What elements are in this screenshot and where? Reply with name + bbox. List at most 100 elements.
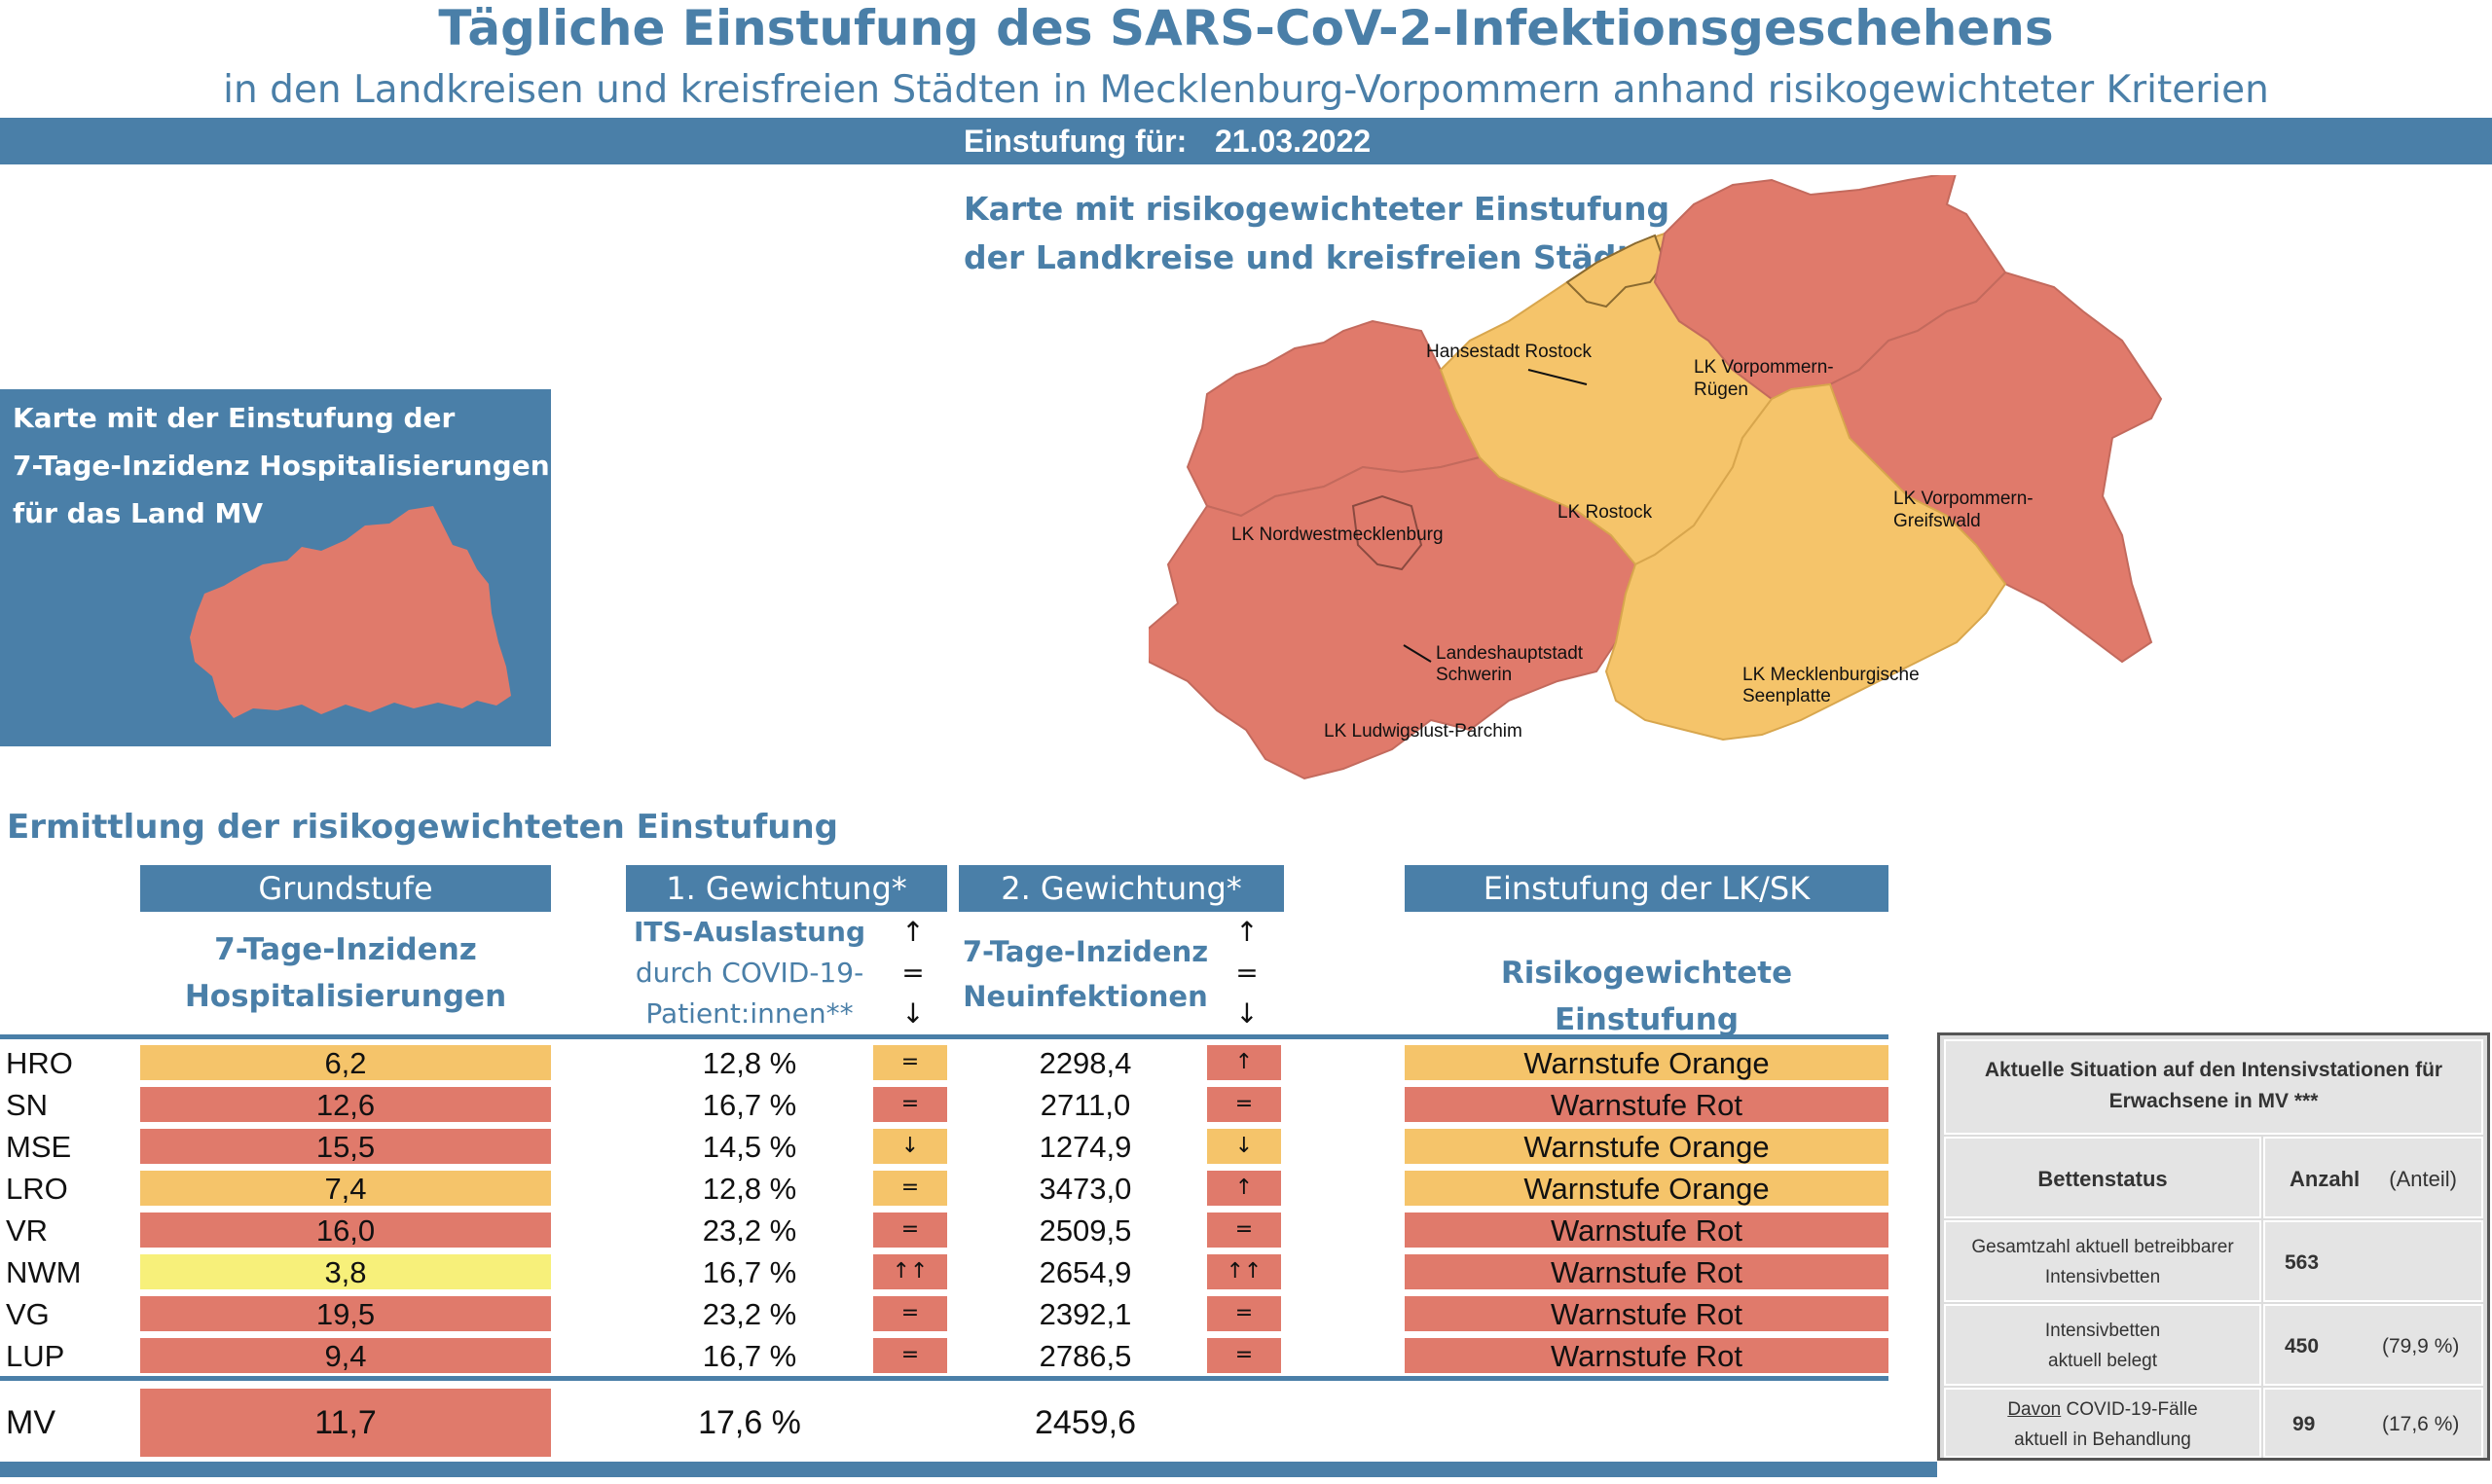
subheader-inz-line2: Neuinfektionen xyxy=(963,980,1208,1013)
row-stufe: Warnstufe Rot xyxy=(1405,1296,1888,1331)
row-inz-trend: = xyxy=(1207,1296,1281,1331)
row-hosp: 6,2 xyxy=(140,1045,551,1080)
legend-arrow-eq: = xyxy=(901,957,925,989)
label-mse-1: LK Mecklenburgische xyxy=(1742,665,1920,685)
table-row: HRO 6,2 12,8 % = 2298,4 ↑ Warnstufe Orange xyxy=(0,1045,1888,1080)
row-code: VG xyxy=(6,1297,50,1331)
row-inz-trend: ↑ xyxy=(1207,1171,1281,1206)
label-vr-1: LK Vorpommern- xyxy=(1694,357,1834,378)
row-its-trend: ↓ xyxy=(873,1129,947,1164)
table-row: SN 12,6 16,7 % = 2711,0 = Warnstufe Rot xyxy=(0,1087,1888,1122)
icu-col-count-share: Anzahl (Anteil) xyxy=(2263,1137,2483,1218)
district-risk-map: Hansestadt Rostock LK Vorpommern- Rügen … xyxy=(1149,175,2163,780)
row-hosp: 15,5 xyxy=(140,1129,551,1164)
map-title-line2: der Landkreise und kreisfreien Städte xyxy=(964,238,1654,276)
table-mv-rule xyxy=(0,1376,1888,1381)
mv-box-line2: 7-Tage-Inzidenz Hospitalisierungen xyxy=(13,450,550,482)
row-stufe: Warnstufe Orange xyxy=(1405,1171,1888,1206)
label-mse-2: Seenplatte xyxy=(1742,686,1831,706)
mv-its: 17,6 % xyxy=(698,1404,801,1441)
icu-row-total-label-1: Gesamtzahl aktuell betreibbarer xyxy=(1971,1237,2234,1257)
map-title: Karte mit risikogewichteter Einstufung d… xyxy=(964,185,1669,282)
row-inz-trend: ↓ xyxy=(1207,1129,1281,1164)
page-subtitle: in den Landkreisen und kreisfreien Städt… xyxy=(223,68,2269,112)
row-its-trend: = xyxy=(873,1171,947,1206)
region-sn xyxy=(1351,494,1423,571)
section-title: Ermittlung der risikogewichteten Einstuf… xyxy=(7,808,839,847)
row-inz-trend: ↑↑ xyxy=(1207,1254,1281,1289)
row-code: MSE xyxy=(6,1130,72,1164)
row-code: LUP xyxy=(6,1339,65,1373)
mv-state-shape xyxy=(190,506,511,718)
legend-arrow-down: ↓ xyxy=(901,997,925,1030)
table-row-mv: MV 11,7 17,6 % 2459,6 xyxy=(0,1389,1888,1457)
row-inz: 2298,4 xyxy=(1039,1046,1132,1080)
row-code: LRO xyxy=(6,1172,68,1206)
row-hosp: 16,0 xyxy=(140,1213,551,1248)
leader-hro xyxy=(1527,369,1588,385)
icu-title-line2: Erwachsene in MV *** xyxy=(2108,1090,2319,1112)
subheader-hosp-line1: 7-Tage-Inzidenz xyxy=(214,932,477,967)
row-hosp: 19,5 xyxy=(140,1296,551,1331)
row-inz: 2786,5 xyxy=(1039,1339,1132,1373)
label-vr-2: Rügen xyxy=(1694,380,1748,400)
icu-row-covid-label: Davon COVID-19-Fälle aktuell in Behandlu… xyxy=(1944,1388,2261,1458)
row-code: HRO xyxy=(6,1046,73,1080)
icu-col-share: (Anteil) xyxy=(2389,1167,2457,1191)
icu-row-covid-share: (17,6 %) xyxy=(2382,1413,2460,1435)
row-its: 16,7 % xyxy=(702,1339,797,1373)
icu-row-total-label: Gesamtzahl aktuell betreibbarer Intensiv… xyxy=(1944,1220,2261,1302)
row-its-trend: ↑↑ xyxy=(873,1254,947,1289)
label-lup: LK Ludwigslust-Parchim xyxy=(1324,721,1522,742)
row-stufe: Warnstufe Rot xyxy=(1405,1213,1888,1248)
mv-code: MV xyxy=(6,1404,55,1441)
row-stufe: Warnstufe Orange xyxy=(1405,1045,1888,1080)
mv-state-map xyxy=(190,506,511,718)
row-its-trend: = xyxy=(873,1213,947,1248)
date-bar: Einstufung für: 21.03.2022 xyxy=(0,118,2492,164)
date-label: Einstufung für: xyxy=(964,124,1188,159)
row-hosp: 7,4 xyxy=(140,1171,551,1206)
icu-row-occupied-label: Intensivbetten aktuell belegt xyxy=(1944,1304,2261,1386)
inz-trend-legend: ↑ = ↓ xyxy=(1232,912,1262,1034)
mv-box-line3: für das Land MV xyxy=(13,497,264,529)
region-lup xyxy=(1149,455,1637,780)
table-row: VR 16,0 23,2 % = 2509,5 = Warnstufe Rot xyxy=(0,1213,1888,1248)
region-mse xyxy=(1604,382,2007,742)
row-its: 12,8 % xyxy=(702,1172,797,1206)
icu-row-total-values: 563 xyxy=(2263,1220,2483,1302)
row-inz-trend: = xyxy=(1207,1338,1281,1373)
subheader-risk: Risikogewichtete Einstufung xyxy=(1500,956,1793,1037)
row-its-trend: = xyxy=(873,1296,947,1331)
label-nwm: LK Nordwestmecklenburg xyxy=(1231,525,1444,545)
icu-col-status: Bettenstatus xyxy=(1944,1137,2261,1218)
row-its-trend: = xyxy=(873,1045,947,1080)
date-value: 21.03.2022 xyxy=(1215,124,1372,159)
row-its-trend: = xyxy=(873,1087,947,1122)
subheader-hospitalization: 7-Tage-Inzidenz Hospitalisierungen xyxy=(140,926,551,1020)
row-its: 14,5 % xyxy=(702,1130,797,1164)
icu-row-covid-label-2: aktuell in Behandlung xyxy=(2014,1430,2191,1450)
its-trend-legend: ↑ = ↓ xyxy=(898,912,928,1034)
icu-title-line1: Aktuelle Situation auf den Intensivstati… xyxy=(1984,1059,2443,1081)
icu-row-covid-label-davon: Davon xyxy=(2007,1399,2062,1420)
icu-row-covid-label-1: Davon COVID-19-Fälle xyxy=(1946,1394,2259,1425)
subheader-hosp-line2: Hospitalisierungen xyxy=(184,979,507,1014)
subheader-its: ITS-Auslastung durch COVID-19- Patient:i… xyxy=(613,912,886,1034)
legend2-arrow-down: ↓ xyxy=(1235,997,1259,1030)
row-stufe: Warnstufe Rot xyxy=(1405,1254,1888,1289)
icu-row-total-label-2: Intensivbetten xyxy=(2044,1267,2161,1287)
label-vg-1: LK Vorpommern- xyxy=(1893,489,2034,509)
row-its-trend: = xyxy=(873,1338,947,1373)
subheader-its-line2: durch COVID-19- xyxy=(635,957,864,989)
row-inz: 2654,9 xyxy=(1039,1255,1132,1289)
subheader-its-line1: ITS-Auslastung xyxy=(633,916,866,948)
page-title: Tägliche Einstufung des SARS-CoV-2-Infek… xyxy=(438,0,2054,56)
row-its: 23,2 % xyxy=(702,1213,797,1248)
label-hro: Hansestadt Rostock xyxy=(1426,342,1593,362)
row-inz: 3473,0 xyxy=(1039,1172,1132,1206)
mv-box-line1: Karte mit der Einstufung der xyxy=(13,402,456,434)
legend-arrow-up: ↑ xyxy=(901,916,925,948)
table-top-rule xyxy=(0,1034,1888,1039)
label-lro: LK Rostock xyxy=(1558,502,1653,523)
